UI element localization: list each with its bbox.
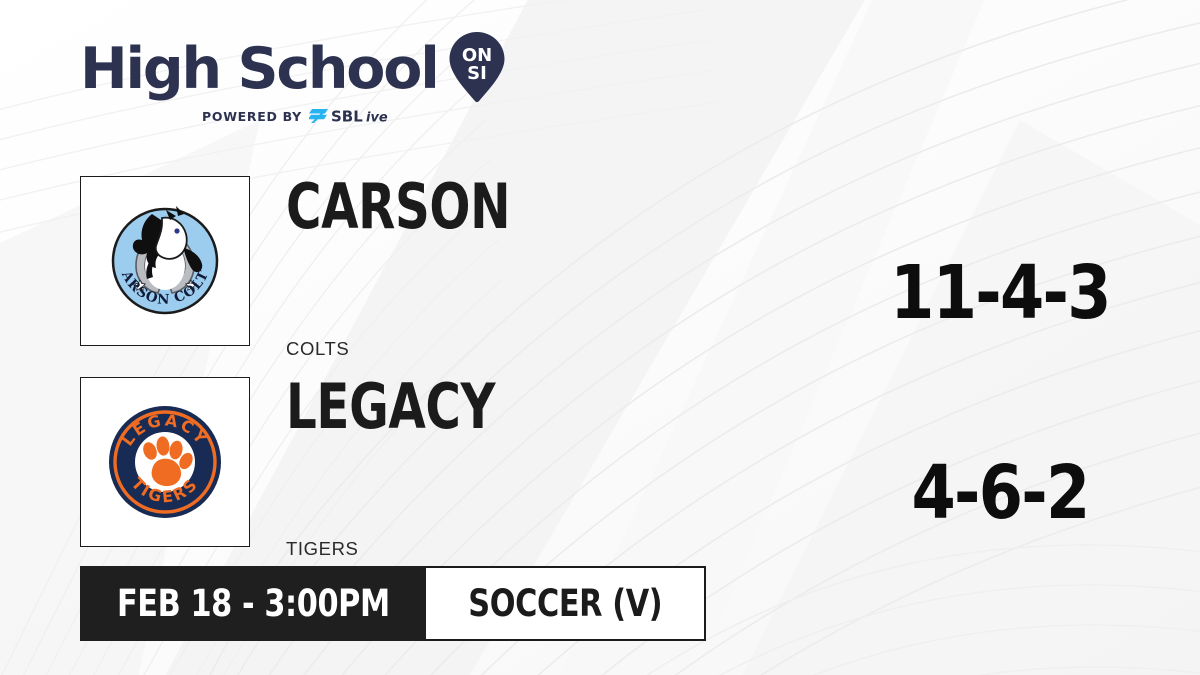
away-team-record: 11-4-3 <box>890 250 1111 336</box>
legacy-tigers-logo: LEGACY TIGERS <box>109 406 221 518</box>
pin-on-text: ON <box>461 45 491 66</box>
game-datetime-block: FEB 18 - 3:00PM <box>80 566 426 641</box>
sblive-logo: SBL ive <box>308 106 395 126</box>
game-sport-text: SOCCER (V) <box>468 582 662 625</box>
game-info-bar: FEB 18 - 3:00PM SOCCER (V) <box>80 566 706 641</box>
brand-title-row: High School ON SI <box>80 32 510 103</box>
sblive-bolt-icon <box>308 109 328 123</box>
home-team-mascot: TIGERS <box>286 538 359 559</box>
sblive-primary-text: SBL <box>331 108 363 126</box>
home-team-record: 4-6-2 <box>911 450 1090 536</box>
pin-si-text: SI <box>467 63 487 84</box>
home-team-name: LEGACY <box>286 370 496 443</box>
brand-lockup: High School ON SI POWERED BY <box>80 32 510 138</box>
powered-by-row: POWERED BY SBL ive <box>80 106 510 126</box>
game-datetime-text: FEB 18 - 3:00PM <box>116 582 390 625</box>
sblive-secondary-text: ive <box>366 111 388 126</box>
away-team-name: CARSON <box>286 170 511 243</box>
game-sport-block: SOCCER (V) <box>426 566 706 641</box>
home-team-logo-box: LEGACY TIGERS <box>80 377 250 547</box>
carson-colts-logo: CARSON COLTS <box>100 196 219 315</box>
on-si-pin-logo: ON SI <box>448 31 506 103</box>
page-title: High School <box>80 36 440 102</box>
away-team-mascot: COLTS <box>286 338 350 359</box>
powered-by-label: POWERED BY <box>202 108 302 124</box>
away-team-logo-box: CARSON COLTS <box>80 176 250 346</box>
